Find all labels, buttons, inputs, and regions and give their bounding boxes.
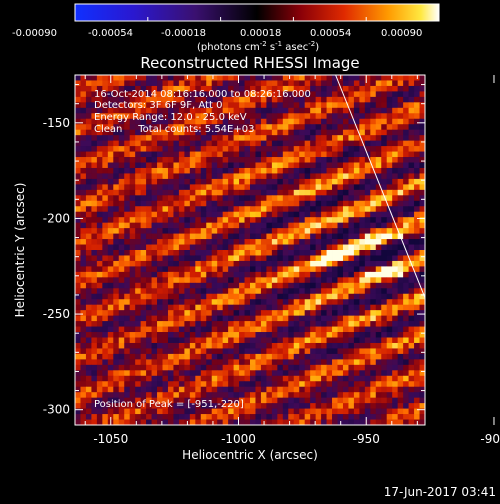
- chart-title: Reconstructed RHESSI Image: [140, 54, 359, 72]
- y-axis-label: Heliocentric Y (arcsec): [13, 183, 27, 318]
- annotation-detectors: Detectors: 3F 6F 9F, Att 0: [94, 100, 222, 111]
- colorbar-tick-label-5: 0.00090: [381, 28, 422, 39]
- x-tick-label: -900: [480, 432, 500, 446]
- solar-limb-line: [335, 75, 425, 300]
- annotation-clean-counts: Clean Total counts: 5.54E+03: [94, 124, 254, 135]
- colorbar-tick-label-1: -0.00054: [88, 28, 133, 39]
- footer-timestamp: 17-Jun-2017 03:41: [384, 485, 496, 499]
- y-tick-label: -300: [43, 403, 70, 417]
- peak-position-label: Position of Peak = [-951,-220]: [94, 399, 244, 410]
- colorbar-tick-label-4: 0.00054: [310, 28, 351, 39]
- colorbar-tick-label-2: -0.00018: [161, 28, 206, 39]
- y-tick-label: -150: [43, 116, 70, 130]
- colorbar-tick-label-3: 0.00018: [240, 28, 281, 39]
- x-axis-label: Heliocentric X (arcsec): [182, 448, 318, 462]
- plot-frame: [74, 74, 426, 426]
- colorbar-ticks: [74, 17, 440, 21]
- colorbar-unit: (photons cm-2 s-1 asec-2): [197, 40, 319, 53]
- x-tick-label: -1050: [93, 432, 128, 446]
- axes: -1050 -1000 -950 -900 -300 -250 -200 -150: [43, 75, 500, 446]
- colorbar-tick-label-0: -0.00090: [12, 28, 57, 39]
- annotation-time-range: 16-Oct-2014 08:16:16.000 to 08:26:16.000: [94, 89, 311, 100]
- y-tick-label: -250: [43, 307, 70, 321]
- x-tick-label: -1000: [221, 432, 256, 446]
- colorbar: [74, 3, 440, 22]
- annotation-energy-range: Energy Range: 12.0 - 25.0 keV: [94, 112, 247, 123]
- x-tick-label: -950: [353, 432, 380, 446]
- heatmap-image: [75, 75, 425, 425]
- y-tick-label: -200: [43, 211, 70, 225]
